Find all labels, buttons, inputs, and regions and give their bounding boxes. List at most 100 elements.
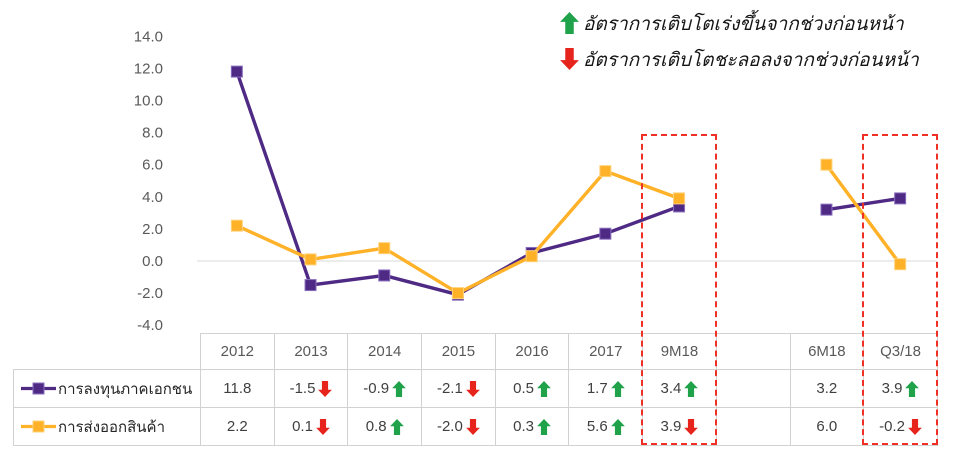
value-cell: 1.7 <box>568 369 644 408</box>
cell-value: -0.9 <box>363 380 390 397</box>
data-table-wrap: 2012 2013 2014 2015 2016 2017 9M18 6M18 Q3/18 การ… <box>13 333 938 446</box>
trend-legend-down-row: อัตราการเติบโตชะลอลงจากช่วงก่อนหน้า <box>560 46 919 77</box>
y-tick-label: 10.0 <box>134 93 163 110</box>
column-header <box>715 333 791 370</box>
value-cell <box>715 369 791 408</box>
data-point-marker-0 <box>304 279 317 292</box>
cell-value: -0.2 <box>879 418 905 435</box>
value-cell: 3.9 <box>863 369 938 408</box>
value-cell: -1.5 <box>273 369 349 408</box>
cell-value: 0.3 <box>513 418 535 435</box>
series-line-0 <box>824 196 902 212</box>
value-cell: 3.4 <box>642 369 717 408</box>
trend-down-icon <box>316 418 330 435</box>
value-cell: -0.9 <box>347 369 423 408</box>
trend-up-icon <box>610 418 625 435</box>
y-tick-label: 2.0 <box>142 221 163 238</box>
column-header: 2017 <box>568 333 644 370</box>
data-point-marker-1 <box>304 253 317 266</box>
trend-down-icon <box>465 380 480 397</box>
y-tick-label: 12.0 <box>134 60 163 77</box>
data-point-marker-1 <box>230 219 243 232</box>
y-tick-label: 0.0 <box>142 253 163 270</box>
value-cell: 0.5 <box>494 369 570 408</box>
series-label: การลงทุนภาคเอกชน <box>58 380 193 398</box>
column-header: 2015 <box>421 333 496 370</box>
value-cell: 3.2 <box>789 369 865 408</box>
trend-down-icon <box>684 418 699 435</box>
data-point-marker-0 <box>378 269 391 282</box>
cell-value: 3.4 <box>660 380 682 397</box>
data-point-marker-1 <box>525 250 538 263</box>
data-point-marker-1 <box>599 165 612 178</box>
trend-legend-down-label: อัตราการเติบโตชะลอลงจากช่วงก่อนหน้า <box>583 50 919 71</box>
trend-legend-up-label: อัตราการเติบโตเร่งขึ้นจากช่วงก่อนหน้า <box>583 14 904 35</box>
series-key-icon <box>21 382 56 395</box>
y-tick-label: 6.0 <box>142 157 163 174</box>
trend-up-icon <box>684 380 699 397</box>
value-cell: 6.0 <box>789 407 865 446</box>
up-arrow-icon <box>560 12 579 34</box>
value-cell <box>715 407 791 446</box>
cell-value: 0.1 <box>292 418 313 435</box>
cell-value: -2.1 <box>436 380 463 397</box>
trend-down-icon <box>318 380 333 397</box>
cell-value: 11.8 <box>223 380 252 397</box>
data-point-marker-0 <box>599 227 612 240</box>
column-header: 9M18 <box>642 333 717 370</box>
cell-value: 6.0 <box>816 418 838 435</box>
trend-down-icon <box>465 418 480 435</box>
series-line-1 <box>824 162 902 266</box>
cell-value: 3.2 <box>816 380 838 397</box>
cell-value: 5.6 <box>586 418 608 435</box>
column-header: 2013 <box>273 333 349 370</box>
cell-value: -1.5 <box>289 380 316 397</box>
value-cell: 11.8 <box>200 369 275 408</box>
trend-down-icon <box>908 418 922 435</box>
trend-legend: อัตราการเติบโตเร่งขึ้นจากช่วงก่อนหน้า อั… <box>560 10 919 82</box>
value-cell: 3.9 <box>642 407 717 446</box>
series-legend-cell: การส่งออกสินค้า <box>13 407 201 446</box>
cell-value: 0.5 <box>513 380 535 397</box>
y-tick-label: 8.0 <box>142 125 163 142</box>
up-arrow-glyph <box>560 12 579 34</box>
series-label: การส่งออกสินค้า <box>58 418 166 436</box>
column-header: Q3/18 <box>863 333 938 370</box>
value-cell: -0.2 <box>863 407 938 446</box>
trend-legend-up-row: อัตราการเติบโตเร่งขึ้นจากช่วงก่อนหน้า <box>560 10 919 41</box>
series-key-icon <box>21 420 56 433</box>
y-tick-label: 4.0 <box>142 189 163 206</box>
data-point-marker-1 <box>894 258 907 271</box>
value-cell: 5.6 <box>568 407 644 446</box>
data-point-marker-1 <box>673 192 686 205</box>
data-point-marker-1 <box>451 287 464 300</box>
cell-value: 0.8 <box>365 418 387 435</box>
data-point-marker-0 <box>820 203 833 216</box>
value-cell: -2.0 <box>421 407 496 446</box>
value-cell: 0.8 <box>347 407 423 446</box>
data-point-marker-1 <box>820 158 833 171</box>
trend-up-icon <box>537 380 551 397</box>
value-cell: 2.2 <box>200 407 275 446</box>
data-table: 2012 2013 2014 2015 2016 2017 9M18 6M18 Q3/18 การ… <box>13 333 938 446</box>
cell-value: 3.9 <box>660 418 682 435</box>
cell-value: 1.7 <box>586 380 608 397</box>
trend-up-icon <box>905 380 920 397</box>
column-header: 6M18 <box>789 333 865 370</box>
down-arrow-icon <box>560 48 579 70</box>
data-point-marker-0 <box>230 65 243 78</box>
down-arrow-glyph <box>560 48 579 70</box>
cell-value: -2.0 <box>436 418 463 435</box>
trend-up-icon <box>537 418 551 435</box>
data-point-marker-0 <box>894 192 907 205</box>
trend-up-icon <box>392 380 406 397</box>
column-header: 2014 <box>347 333 423 370</box>
column-header: 2016 <box>494 333 570 370</box>
y-tick-label: 14.0 <box>134 28 163 45</box>
trend-up-icon <box>389 418 404 435</box>
value-cell: -2.1 <box>421 369 496 408</box>
trend-up-icon <box>610 380 625 397</box>
value-cell: 0.3 <box>494 407 570 446</box>
